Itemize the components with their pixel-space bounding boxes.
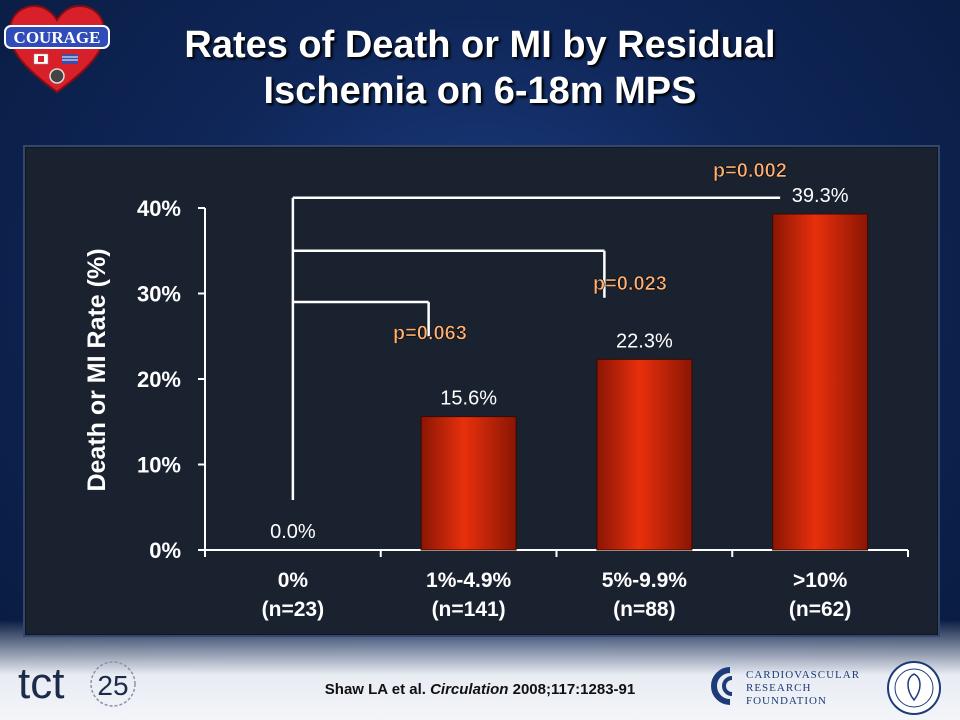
p-value-label: p=0.023 xyxy=(593,273,667,295)
bar xyxy=(420,416,517,551)
reference-details: 2008;117:1283-91 xyxy=(512,681,636,698)
x-category-label: >10% xyxy=(793,569,848,592)
courage-logo: COURAGE xyxy=(4,5,110,94)
p-value-label: p=0.002 xyxy=(713,160,787,182)
bar-chart: 0% 10% 20% 30% 40% Death or MI Rate (%) 0.0% 15… xyxy=(83,160,909,621)
bar xyxy=(772,213,869,551)
x-category-label: 5%-9.9% xyxy=(602,569,688,592)
reference-citation: Shaw LA et al. Circulation 2008;117:1283… xyxy=(0,681,960,698)
y-tick-label: 0% xyxy=(149,538,181,563)
p-value-label: p=0.063 xyxy=(393,322,467,344)
logo-text: COURAGE xyxy=(14,28,101,47)
y-tick-label: 20% xyxy=(137,367,181,392)
x-category-sublabel: (n=141) xyxy=(432,598,506,621)
x-category-sublabel: (n=88) xyxy=(613,598,675,621)
crf-line-1: CARDIOVASCULAR xyxy=(746,669,860,681)
y-tick-label: 30% xyxy=(137,282,181,307)
y-tick-label: 10% xyxy=(137,453,181,478)
chart-panel: 0% 10% 20% 30% 40% Death or MI Rate (%) 0.0% 15… xyxy=(23,145,940,637)
tct-logo: tct 25 xyxy=(18,659,136,708)
data-label: 15.6% xyxy=(440,388,497,410)
data-label: 0.0% xyxy=(270,521,316,543)
data-label: 39.3% xyxy=(792,185,849,207)
y-axis-label: Death or MI Rate (%) xyxy=(83,248,111,491)
title-line-1: Rates of Death or MI by Residual xyxy=(184,24,776,66)
crf-logo: CARDIOVASCULAR RESEARCH FOUNDATION xyxy=(711,667,860,707)
crf-line-2: RESEARCH xyxy=(746,682,811,694)
x-category-label: 0% xyxy=(278,569,309,592)
reference-journal: Circulation xyxy=(430,681,509,698)
x-category-label: 1%-4.9% xyxy=(426,569,512,592)
crf-line-3: FOUNDATION xyxy=(746,695,827,707)
tct-number: 25 xyxy=(97,670,128,701)
data-label: 22.3% xyxy=(616,330,673,352)
title-line-2: Ischemia on 6-18m MPS xyxy=(263,70,697,112)
x-category-sublabel: (n=23) xyxy=(262,598,324,621)
tct-text: tct xyxy=(18,659,64,708)
seal-logo xyxy=(887,661,941,715)
reference-author: Shaw LA et al. xyxy=(324,681,426,698)
x-category-sublabel: (n=62) xyxy=(789,598,851,621)
slide-title: Rates of Death or MI by Residual Ischemi… xyxy=(0,22,960,114)
y-tick-label: 40% xyxy=(137,196,181,221)
bar xyxy=(596,358,693,551)
